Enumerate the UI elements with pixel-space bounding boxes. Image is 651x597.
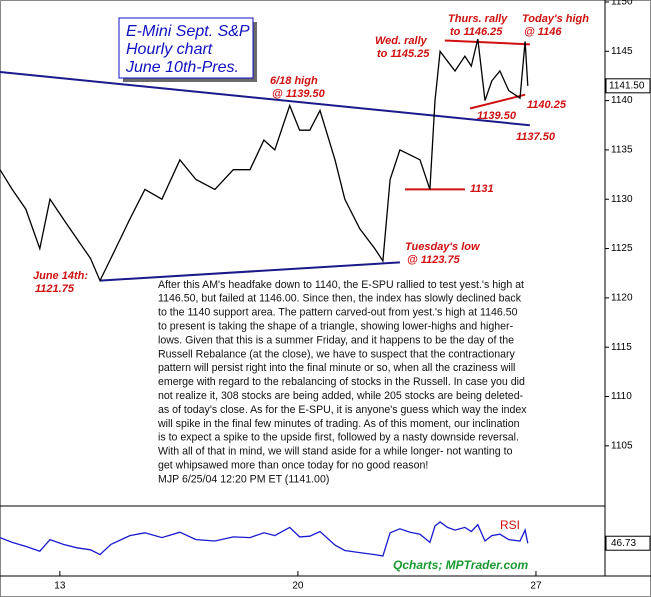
annotation: 1137.50 bbox=[516, 131, 556, 143]
annotation: 1139.50 bbox=[477, 110, 517, 122]
annotation: 1140.25 bbox=[527, 99, 567, 111]
commentary-line: as of today's close. As for the E-SPU, i… bbox=[158, 404, 527, 416]
rsi-label: RSI bbox=[500, 518, 520, 532]
commentary-line: pattern will persist right into the fina… bbox=[158, 362, 515, 374]
annotation: June 14th: bbox=[33, 270, 88, 282]
title: June 10th-Pres. bbox=[125, 59, 239, 76]
y-tick-label: 1150 bbox=[611, 0, 633, 8]
commentary-line: not realize it, 308 stocks are being add… bbox=[158, 390, 524, 402]
rsi-value: 46.73 bbox=[611, 538, 636, 549]
annotation: @ 1123.75 bbox=[407, 254, 461, 266]
last-value-box bbox=[605, 78, 651, 94]
x-tick-label: 20 bbox=[292, 581, 304, 592]
y-tick-label: 1125 bbox=[611, 243, 633, 254]
price-line bbox=[0, 38, 529, 283]
commentary-line: Russell Rebalance (at the close), we hav… bbox=[158, 348, 516, 360]
commentary-line: get whipsawed more than once today for n… bbox=[158, 459, 428, 471]
annotation: 6/18 high bbox=[270, 75, 318, 87]
trendline bbox=[444, 39, 530, 46]
y-tick-label: 1105 bbox=[611, 440, 633, 451]
commentary-line: 1146.50, but failed at 1146.00. Since th… bbox=[158, 293, 522, 305]
commentary-line: emerge with regard to the rebalancing of… bbox=[158, 376, 525, 388]
title-box bbox=[118, 17, 254, 79]
title: Hourly chart bbox=[126, 41, 213, 58]
annotation: Tuesday's low bbox=[405, 241, 481, 253]
commentary-line: lows. Given that this is a summer Friday… bbox=[158, 334, 514, 346]
annotation: Today's high bbox=[522, 13, 589, 25]
y-tick-label: 1140 bbox=[611, 95, 633, 106]
annotation: Thurs. rally bbox=[448, 13, 508, 25]
trendline bbox=[99, 261, 400, 282]
commentary-line: After this AM's headfake down to 1140, t… bbox=[158, 279, 524, 291]
x-tick-label: 27 bbox=[530, 581, 542, 592]
annotation: 1131 bbox=[470, 183, 494, 195]
commentary-line: With all of that in mind, we will stand … bbox=[158, 446, 513, 458]
x-tick-label: 13 bbox=[54, 581, 66, 592]
trendline bbox=[0, 71, 530, 127]
source: Qcharts; MPTrader.com bbox=[393, 558, 528, 572]
annotation: Wed. rally bbox=[375, 35, 428, 47]
last-value: 1141.50 bbox=[609, 80, 645, 91]
rsi-line bbox=[0, 521, 529, 557]
commentary-line: will spike in the final few minutes of t… bbox=[157, 418, 520, 430]
commentary-line: MJP 6/25/04 12:20 PM ET (1141.00) bbox=[158, 473, 329, 485]
trendline bbox=[469, 93, 526, 110]
y-tick-label: 1120 bbox=[611, 293, 633, 304]
y-tick-label: 1130 bbox=[611, 194, 633, 205]
annotation: 1121.75 bbox=[35, 283, 75, 295]
commentary-line: to present is taking the shape of a tria… bbox=[158, 320, 514, 332]
commentary-line: to the 1140 support area. The pattern ca… bbox=[158, 307, 518, 319]
commentary-line: is to expect a spike to the upside first… bbox=[158, 432, 519, 444]
y-tick-label: 1115 bbox=[611, 342, 632, 353]
title: E-Mini Sept. S&P bbox=[126, 23, 250, 40]
rsi-value-box bbox=[605, 535, 651, 551]
y-tick-label: 1135 bbox=[611, 145, 633, 156]
annotation: @ 1139.50 bbox=[272, 88, 326, 100]
annotation: @ 1146 bbox=[524, 26, 562, 38]
annotation: to 1145.25 bbox=[377, 48, 430, 60]
y-tick-label: 1145 bbox=[611, 46, 633, 57]
annotation: to 1146.25 bbox=[450, 26, 503, 38]
y-tick-label: 1110 bbox=[611, 391, 632, 402]
